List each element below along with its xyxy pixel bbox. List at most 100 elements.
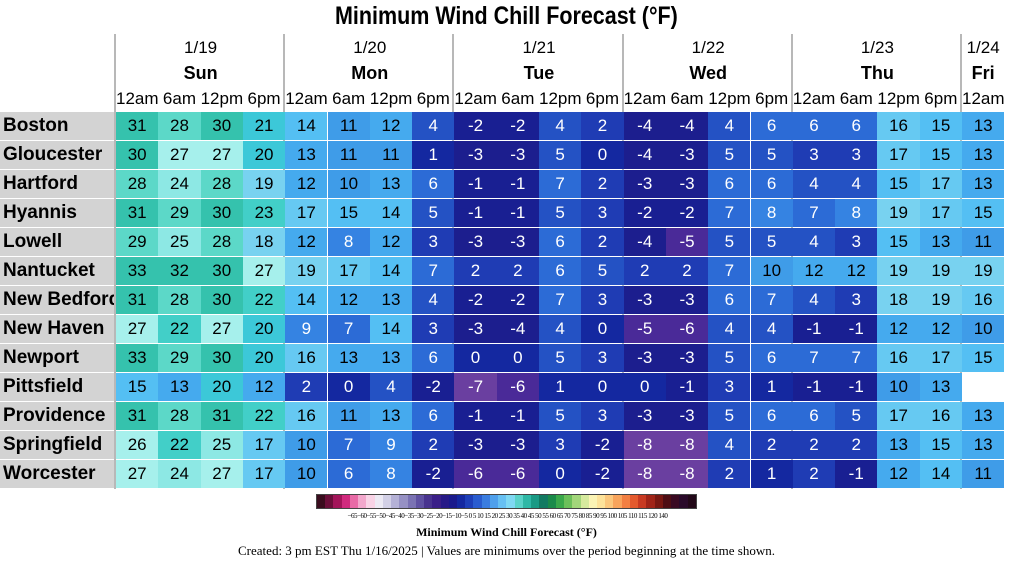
heatmap-cell: 22 xyxy=(158,431,201,459)
legend-swatch xyxy=(572,495,581,508)
heatmap-cell: 27 xyxy=(200,141,243,169)
legend-tick-labels: −65−60−55−50−45−40−35−30−25−20−15−10−5 0… xyxy=(347,512,668,520)
heatmap-cell: 5 xyxy=(412,199,455,227)
heatmap-cell: -8 xyxy=(623,431,666,459)
heatmap-cell: 2 xyxy=(750,431,793,459)
heatmap-cell: 27 xyxy=(116,460,159,488)
heatmap-cell: 20 xyxy=(242,315,286,343)
city-label: New Haven xyxy=(0,315,114,343)
heatmap-cell: -4 xyxy=(665,112,709,140)
heatmap-cell: -1 xyxy=(835,315,878,343)
legend-swatch xyxy=(317,495,326,508)
heatmap-cell: 0 xyxy=(623,373,666,401)
heatmap-cell: 17 xyxy=(919,344,962,372)
heatmap-cell: -2 xyxy=(581,431,624,459)
chart-title: Minimum Wind Chill Forecast (°F) xyxy=(334,2,678,30)
hour-label: 12am xyxy=(116,89,159,108)
heatmap-cell: 27 xyxy=(116,315,159,343)
heatmap-cell: 6 xyxy=(412,402,455,430)
heatmap-cell: 5 xyxy=(539,402,582,430)
heatmap-cell: 31 xyxy=(200,402,243,430)
legend-swatch xyxy=(325,495,334,508)
day-of-week-label: Tue xyxy=(523,63,555,83)
heatmap-cell: -6 xyxy=(454,460,497,488)
heatmap-cell: 3 xyxy=(835,286,878,314)
heatmap-cell: -3 xyxy=(623,344,666,372)
heatmap-cell: -1 xyxy=(496,402,539,430)
heatmap-cell: 31 xyxy=(116,112,159,140)
heatmap-cell: 5 xyxy=(750,228,793,256)
heatmap-cell: 17 xyxy=(877,402,920,430)
heatmap-cell: 2 xyxy=(665,257,709,285)
heatmap-cell: -8 xyxy=(665,460,709,488)
heatmap-cell: 2 xyxy=(792,431,836,459)
heatmap-cell: 6 xyxy=(750,170,793,198)
legend-swatch xyxy=(564,495,573,508)
heatmap-cell: -6 xyxy=(665,315,709,343)
heatmap-cell: 16 xyxy=(877,344,920,372)
heatmap-cell: -3 xyxy=(665,402,709,430)
heatmap-cell: 16 xyxy=(962,286,1005,314)
heatmap-cell: -4 xyxy=(623,112,666,140)
legend-swatch xyxy=(687,495,696,508)
legend-swatch xyxy=(440,495,449,508)
heatmap-cell: 4 xyxy=(708,112,751,140)
heatmap-cell: -1 xyxy=(835,373,878,401)
legend-swatch xyxy=(498,495,507,508)
heatmap-cell: 5 xyxy=(835,402,878,430)
footer-note: Created: 3 pm EST Thu 1/16/2025 | Values… xyxy=(238,543,775,558)
heatmap-cell: -2 xyxy=(454,286,497,314)
heatmap-cell: 16 xyxy=(285,402,328,430)
heatmap-cell: 12 xyxy=(919,315,962,343)
city-label: Worcester xyxy=(0,460,114,488)
legend-swatch xyxy=(358,495,367,508)
heatmap-cell: -2 xyxy=(623,199,666,227)
city-label: Hyannis xyxy=(0,199,114,227)
legend-swatch xyxy=(349,495,359,508)
city-label: Boston xyxy=(0,112,114,140)
heatmap-cell: 7 xyxy=(792,199,836,227)
heatmap-cell: 24 xyxy=(158,170,201,198)
hour-label: 6am xyxy=(501,89,535,108)
heatmap-cell: -3 xyxy=(665,286,709,314)
heatmap-cell: 5 xyxy=(708,141,751,169)
heatmap-cell: 15 xyxy=(919,431,962,459)
hour-label: 6pm xyxy=(416,89,450,108)
heatmap-cell: 33 xyxy=(116,257,159,285)
heatmap-cell: 12 xyxy=(877,315,920,343)
heatmap-cell: 13 xyxy=(285,141,328,169)
heatmap-cell: 17 xyxy=(242,431,286,459)
day-date-label: 1/20 xyxy=(353,38,387,57)
heatmap-cell: 15 xyxy=(877,228,920,256)
heatmap-cell: -2 xyxy=(454,112,497,140)
heatmap-cell: 12 xyxy=(327,286,370,314)
heatmap-cell: 5 xyxy=(708,344,751,372)
legend-swatch xyxy=(580,495,589,508)
heatmap-cell: -3 xyxy=(665,141,709,169)
heatmap-cell: 11 xyxy=(327,112,370,140)
heatmap-cell: 19 xyxy=(877,199,920,227)
legend-swatch xyxy=(432,495,441,508)
heatmap-cell: -5 xyxy=(665,228,709,256)
city-label: New Bedford xyxy=(0,286,114,314)
heatmap-cell: -3 xyxy=(665,344,709,372)
day-of-week-label: Fri xyxy=(971,63,995,83)
heatmap-cell: 30 xyxy=(200,257,243,285)
legend-swatch xyxy=(415,495,425,508)
heatmap-cell: 8 xyxy=(835,199,878,227)
legend-swatch xyxy=(506,495,515,508)
heatmap-cell: 15 xyxy=(877,170,920,198)
heatmap-cell: 3 xyxy=(581,199,624,227)
heatmap-cell: -7 xyxy=(454,373,497,401)
heatmap-cell: -6 xyxy=(496,373,539,401)
heatmap-cell: 6 xyxy=(792,402,836,430)
heatmap-cell: 7 xyxy=(750,286,793,314)
heatmap-cell: 17 xyxy=(919,170,962,198)
heatmap-cell: 12 xyxy=(877,460,920,488)
legend-swatch xyxy=(522,495,532,508)
hour-label: 12pm xyxy=(708,89,751,108)
heatmap-cell: 29 xyxy=(158,344,201,372)
heatmap-cell: 3 xyxy=(835,228,878,256)
heatmap-cell: 13 xyxy=(877,431,920,459)
heatmap-cell: 12 xyxy=(285,228,328,256)
